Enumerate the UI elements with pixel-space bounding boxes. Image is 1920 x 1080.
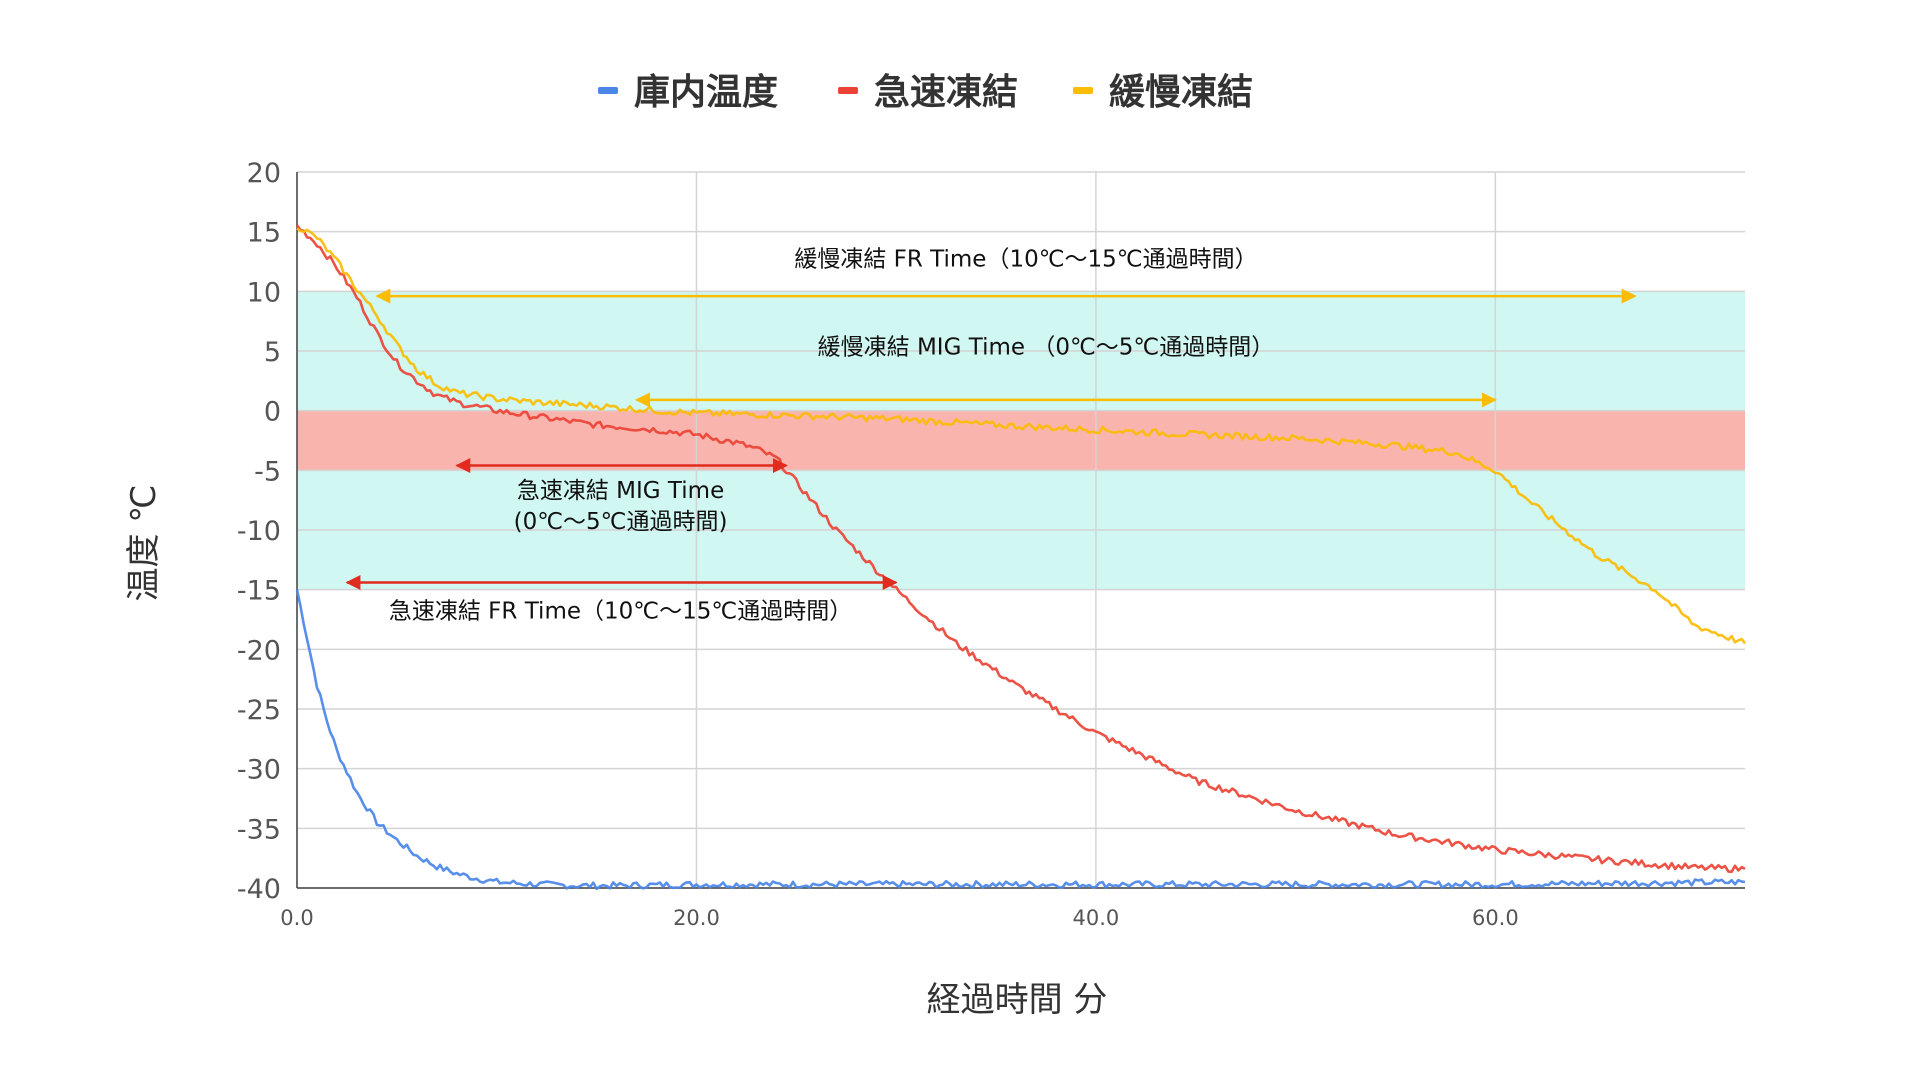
annotation-label-rapid-mig: (0℃〜5℃通過時間)	[514, 509, 728, 535]
legend-label-1: 急速凍結	[874, 72, 1018, 113]
y-tick-label: -35	[237, 814, 281, 845]
annotation-label-rapid-fr: 急速凍結 FR Time（10℃〜15℃通過時間）	[389, 598, 852, 624]
y-tick-label: -40	[237, 874, 281, 905]
y-tick-label: -5	[254, 456, 281, 487]
series-lines	[295, 224, 1747, 891]
y-tick-label: 5	[264, 337, 281, 368]
legend-label-0: 庫内温度	[634, 72, 778, 113]
x-axis-ticks: 0.0 20.0 40.0 60.0	[280, 906, 1518, 930]
y-axis-ticks: 20 15 10 5 0 -5 -10 -15 -20 -25 -30 -35 -40	[237, 158, 281, 905]
annotation-label-slow-fr: 緩慢凍結 FR Time（10℃〜15℃通過時間）	[794, 246, 1257, 272]
x-tick-label: 0.0	[280, 906, 313, 930]
y-tick-label: -20	[237, 635, 281, 666]
x-tick-label: 40.0	[1073, 906, 1120, 930]
annotations: 緩慢凍結 FR Time（10℃〜15℃通過時間） 緩慢凍結 MIG Time （…	[345, 246, 1637, 624]
legend-swatch-0	[598, 87, 618, 94]
annotation-label-slow-mig: 緩慢凍結 MIG Time （0℃〜5℃通過時間）	[818, 335, 1275, 361]
legend-swatch-2	[1073, 87, 1093, 94]
y-tick-label: 0	[264, 397, 281, 428]
x-tick-label: 60.0	[1472, 906, 1519, 930]
legend-swatch-1	[838, 87, 858, 94]
y-tick-label: 15	[247, 218, 281, 249]
y-tick-label: 20	[247, 158, 281, 189]
legend-label-2: 緩慢凍結	[1109, 72, 1253, 113]
series-line-0	[295, 589, 1746, 891]
y-tick-label: -15	[237, 576, 281, 607]
x-axis-title: 経過時間 分	[927, 980, 1108, 1020]
y-tick-label: -10	[237, 516, 281, 547]
series-line-1	[295, 224, 1746, 874]
x-tick-label: 20.0	[673, 906, 720, 930]
y-tick-label: 10	[247, 277, 281, 308]
y-axis-title: 温度 ℃	[124, 485, 164, 602]
series-line-2	[296, 227, 1747, 645]
legend: 庫内温度 急速凍結 緩慢凍結	[598, 72, 1253, 113]
y-tick-label: -30	[237, 755, 281, 786]
band-1	[297, 410, 1745, 471]
annotation-label-rapid-mig: 急速凍結 MIG Time	[517, 478, 724, 504]
y-tick-label: -25	[237, 695, 281, 726]
